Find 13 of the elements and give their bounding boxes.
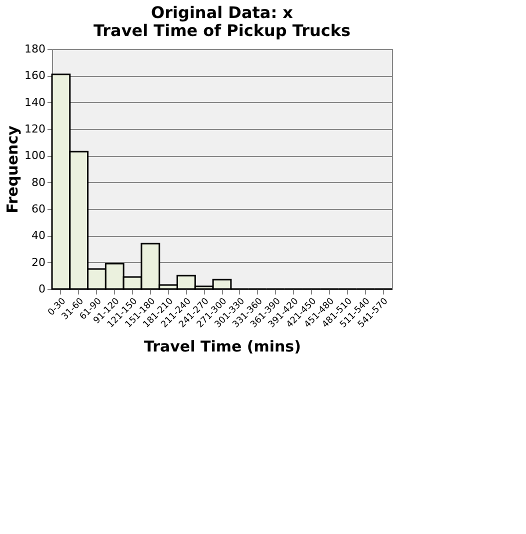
y-tick-label: 160 [24, 69, 46, 82]
y-tick-label: 60 [32, 202, 46, 216]
y-tick-label: 100 [24, 149, 46, 162]
chart-title: Original Data: x Travel Time of Pickup Trucks [93, 3, 351, 40]
y-tick-label: 40 [32, 229, 46, 242]
x-axis-title: Travel Time (mins) [144, 337, 301, 356]
y-axis-title: Frequency [4, 125, 22, 214]
y-tick-label: 180 [24, 42, 46, 56]
y-tick-label: 0 [38, 282, 46, 296]
y-tick-label: 80 [32, 176, 46, 189]
y-tick-label: 140 [24, 96, 46, 109]
y-tick-label: 120 [24, 122, 46, 136]
y-tick-label: 20 [32, 256, 46, 269]
